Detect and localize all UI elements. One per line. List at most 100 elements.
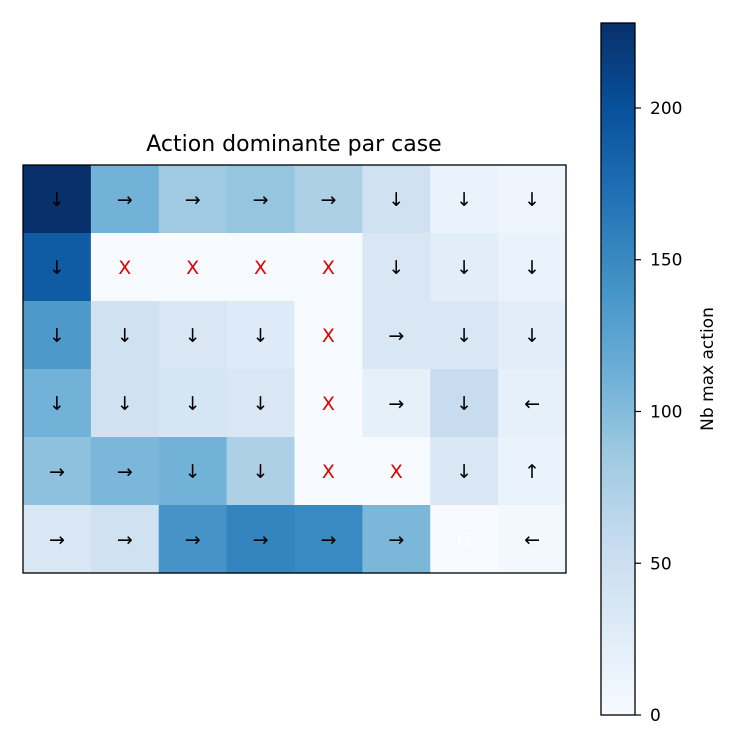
heatmap-cell <box>158 437 228 506</box>
heatmap-cell-label: → <box>320 189 336 211</box>
heatmap-cell-label: → <box>49 461 65 483</box>
heatmap-cell <box>362 301 431 370</box>
heatmap-cell-label: → <box>49 529 65 551</box>
heatmap-cell <box>23 301 92 370</box>
heatmap-cell <box>90 301 160 370</box>
heatmap-cell-label: X <box>322 257 335 279</box>
heatmap-cell <box>226 165 296 234</box>
heatmap-cell-label: X <box>322 393 335 415</box>
heatmap-cell-label: X <box>254 257 267 279</box>
heatmap-cell-label: ↓ <box>388 257 404 279</box>
heatmap-cell-label: ↓ <box>49 257 65 279</box>
heatmap-cell <box>430 301 499 370</box>
heatmap-cell <box>362 505 431 574</box>
heatmap-cell <box>362 165 431 234</box>
colorbar-ticks: 0 50 100 150 200 <box>635 99 682 726</box>
heatmap-cell-label: ↓ <box>253 393 269 415</box>
heatmap-cell <box>430 369 499 438</box>
heatmap-cell-label: ↓ <box>456 257 472 279</box>
heatmap-cell <box>158 233 228 302</box>
heatmap-cell-label: ↓ <box>253 461 269 483</box>
heatmap-cell-label: ↓ <box>49 325 65 347</box>
heatmap-cell <box>362 437 431 506</box>
heatmap-cell <box>90 165 160 234</box>
heatmap-cells <box>23 165 567 574</box>
heatmap-cell-label: ↓ <box>185 325 201 347</box>
heatmap-cell-label: → <box>253 189 269 211</box>
chart-title: Action dominante par case <box>146 132 441 157</box>
heatmap-cell-label: → <box>117 529 133 551</box>
heatmap-cell-label: → <box>253 529 269 551</box>
heatmap-cell <box>226 369 296 438</box>
heatmap-cell-label: ↓ <box>117 325 133 347</box>
heatmap-cell-label: ← <box>524 393 540 415</box>
heatmap-cell <box>498 505 567 574</box>
heatmap-cell <box>90 505 160 574</box>
heatmap-cell-label: ↓ <box>49 189 65 211</box>
heatmap-cell <box>158 165 228 234</box>
colorbar-tick-label: 50 <box>650 554 672 574</box>
heatmap-cell <box>294 233 363 302</box>
heatmap-cell-label: → <box>117 461 133 483</box>
heatmap-cell-label: ↑ <box>524 461 540 483</box>
colorbar-tick-label: 0 <box>650 706 661 726</box>
colorbar-tick-label: 150 <box>650 251 682 271</box>
heatmap-cell-label: X <box>322 461 335 483</box>
heatmap-cell-label: ← <box>524 529 540 551</box>
heatmap-cell-label: X <box>186 257 199 279</box>
colorbar-tick-label: 200 <box>650 99 682 119</box>
heatmap-cell-label: ↓ <box>253 325 269 347</box>
heatmap-cell-label: ↓ <box>388 189 404 211</box>
heatmap-frame <box>22 164 567 574</box>
heatmap-cell <box>430 233 499 302</box>
heatmap-cell-label: → <box>117 189 133 211</box>
heatmap-cell-label: → <box>388 529 404 551</box>
heatmap-cell <box>498 233 567 302</box>
heatmap-cell <box>226 233 296 302</box>
heatmap-cell <box>23 505 92 574</box>
heatmap-cell-label: ↓ <box>49 393 65 415</box>
heatmap-cell-label: → <box>185 189 201 211</box>
heatmap-cell-label: ↓ <box>524 257 540 279</box>
heatmap-cell-label: ↓ <box>524 189 540 211</box>
heatmap-cell <box>23 437 92 506</box>
heatmap-cell-label: ↓ <box>524 325 540 347</box>
heatmap-cell <box>498 165 567 234</box>
heatmap-cell-label: X <box>390 461 403 483</box>
heatmap-cell <box>430 437 499 506</box>
heatmap-cell-label: X <box>322 325 335 347</box>
heatmap-cell <box>90 233 160 302</box>
heatmap-cell <box>90 437 160 506</box>
heatmap-cell-label: ↓ <box>456 393 472 415</box>
heatmap-cell-label: ↓ <box>185 461 201 483</box>
heatmap-cell <box>498 301 567 370</box>
heatmap-cell <box>23 233 92 302</box>
heatmap-cell <box>23 369 92 438</box>
heatmap-cell <box>226 437 296 506</box>
colorbar-label: Nb max action <box>698 307 718 431</box>
heatmap-cell <box>158 369 228 438</box>
heatmap-cell-label: G <box>457 529 472 551</box>
heatmap-cell-label: → <box>388 325 404 347</box>
heatmap-cell <box>430 165 499 234</box>
heatmap-cell-label: → <box>320 529 336 551</box>
heatmap-cell-label: ↓ <box>117 393 133 415</box>
heatmap-cell <box>294 505 363 574</box>
heatmap-cell-labels: ↓ → → → → ↓ ↓ ↓ ↓ X X X X ↓ ↓ ↓ ↓ ↓ ↓ ↓ X → ↓ ↓ ↓ ↓ ↓ ↓ X → ↓ ← → → ↓ ↓ X X ↓ ↑… <box>49 189 540 551</box>
heatmap-cell <box>158 505 228 574</box>
heatmap-cell-label: ↓ <box>456 325 472 347</box>
heatmap-cell-label: → <box>185 529 201 551</box>
heatmap-cell <box>226 505 296 574</box>
heatmap-cell <box>498 369 567 438</box>
heatmap-cell <box>294 369 363 438</box>
heatmap-cell-label: → <box>388 393 404 415</box>
heatmap-cell-label: ↓ <box>456 461 472 483</box>
heatmap-cell <box>90 369 160 438</box>
heatmap-cell-label: X <box>118 257 131 279</box>
heatmap-cell <box>23 165 92 234</box>
heatmap-cell-label: ↓ <box>185 393 201 415</box>
heatmap-cell <box>362 233 431 302</box>
colorbar-tick-label: 100 <box>650 402 682 422</box>
heatmap-cell <box>294 301 363 370</box>
